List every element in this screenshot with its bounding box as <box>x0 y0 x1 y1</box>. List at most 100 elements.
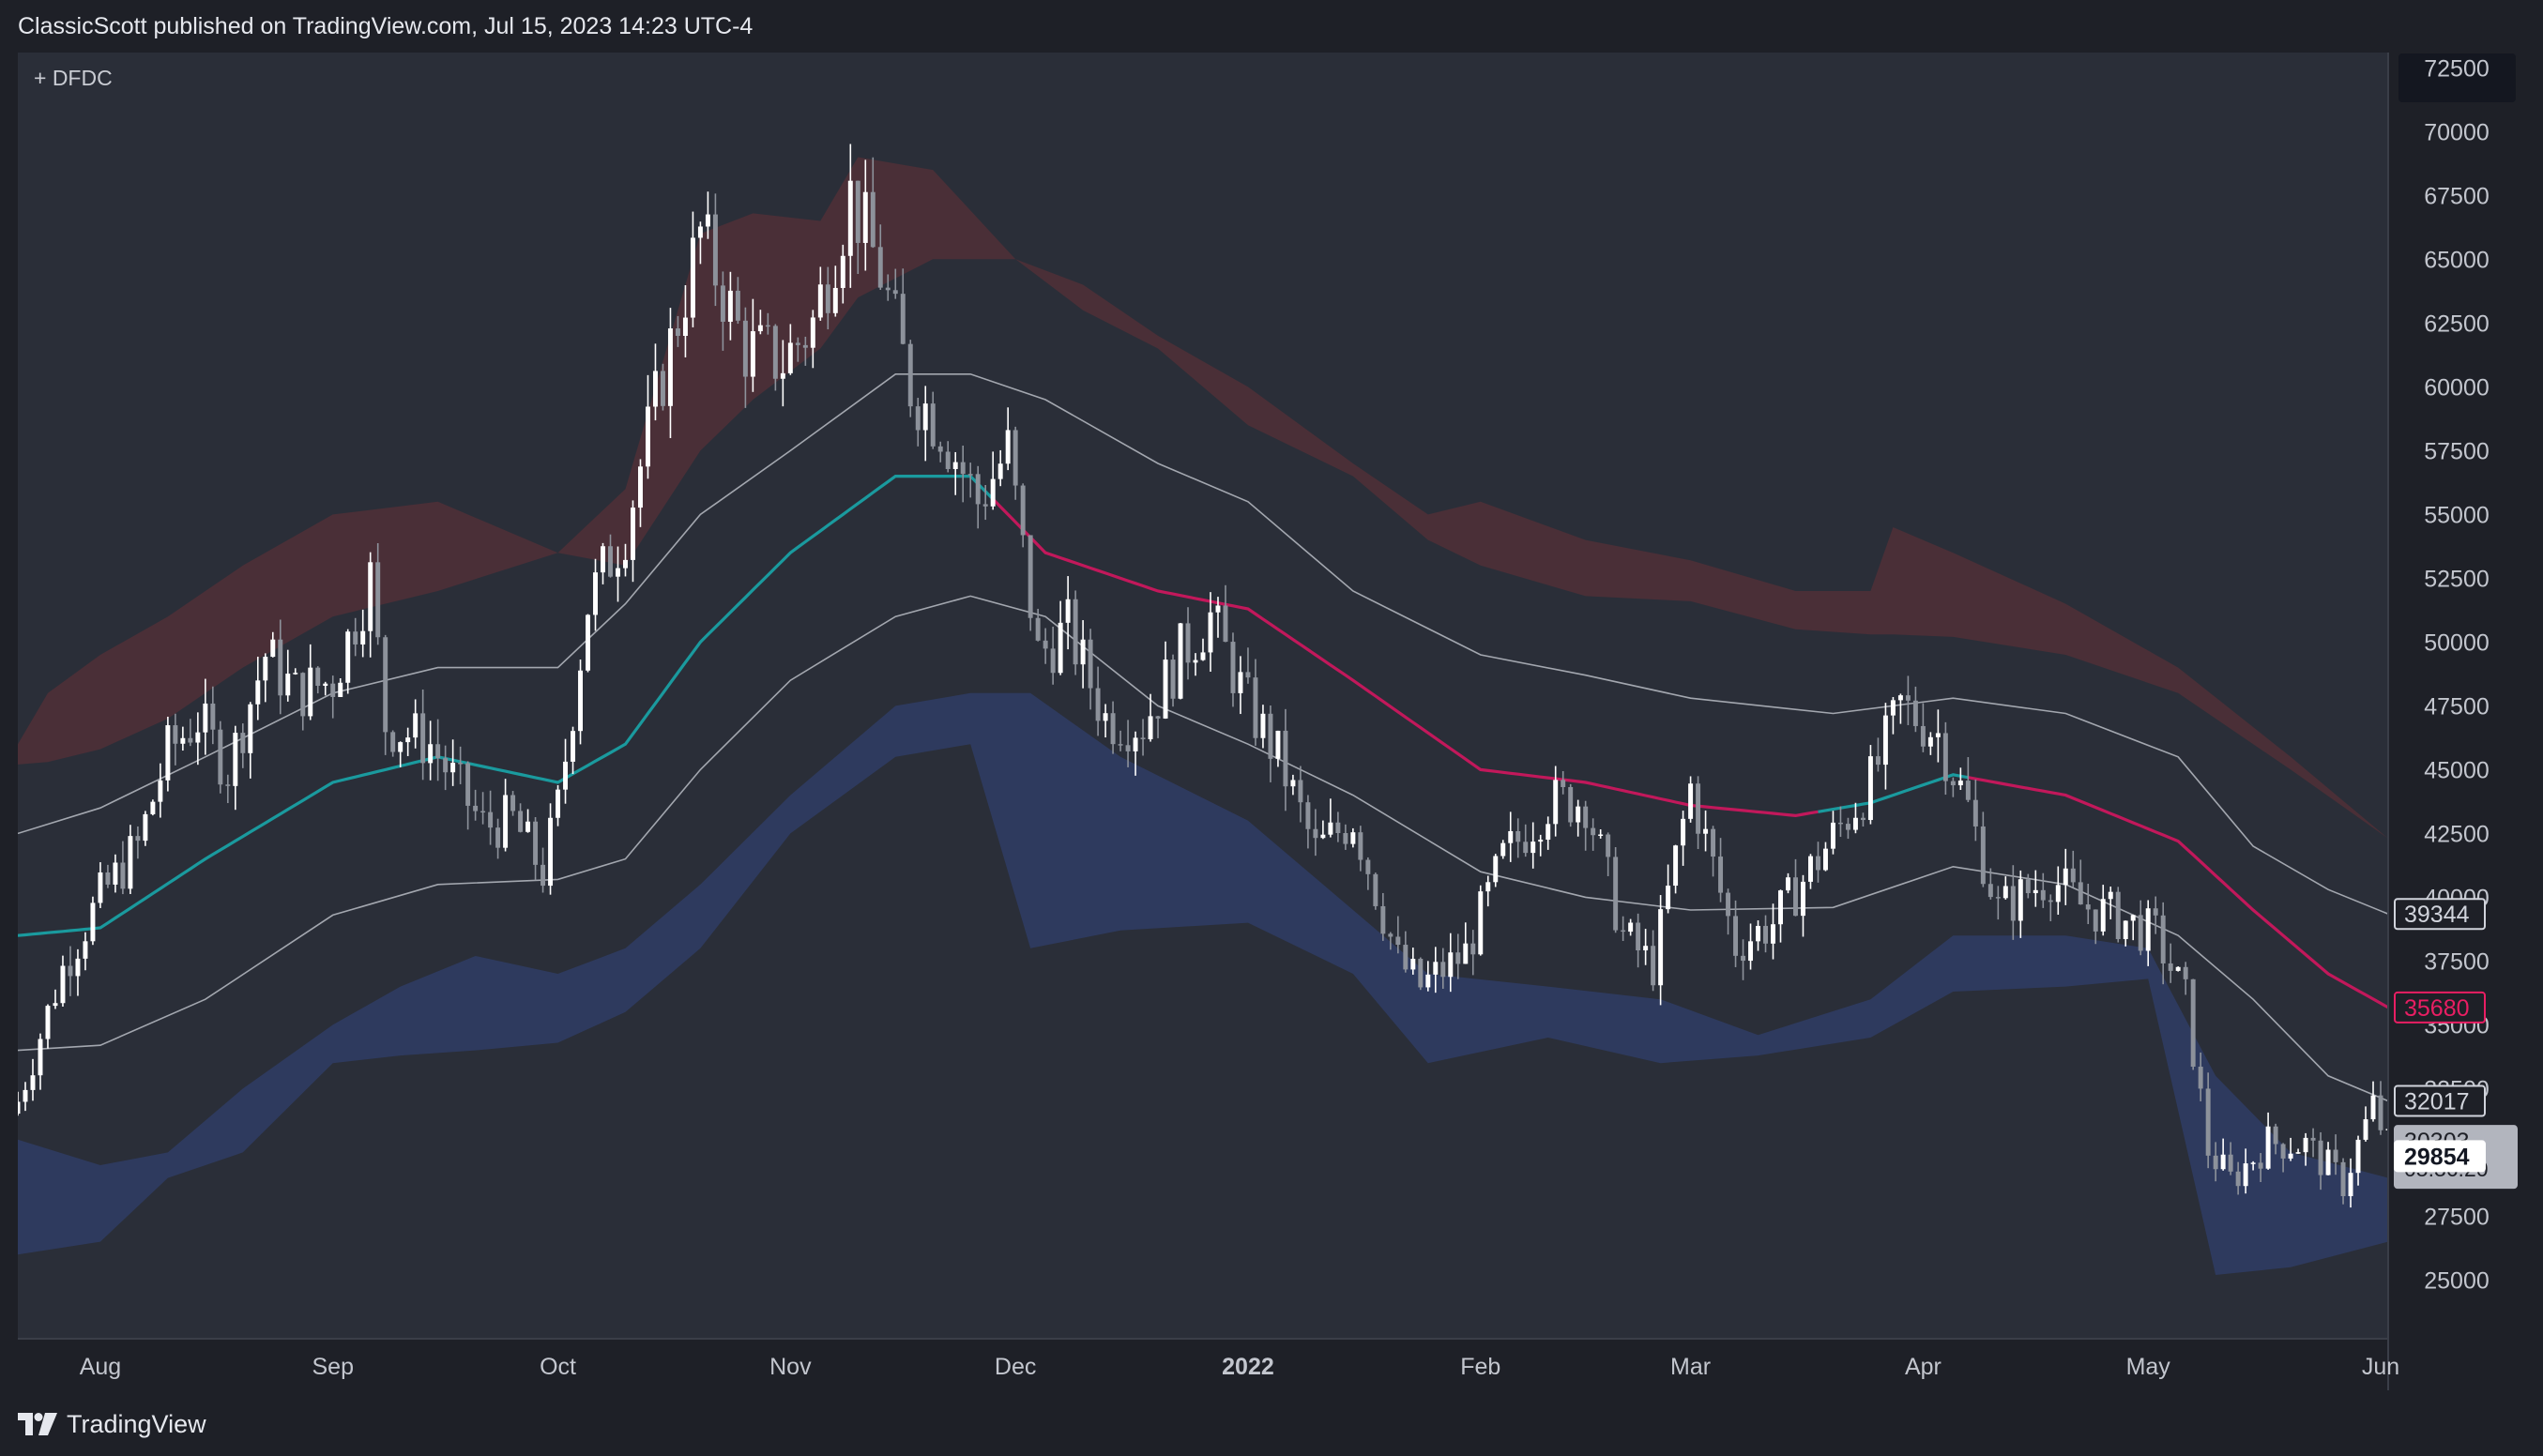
candle-body <box>690 237 695 318</box>
publish-header: ClassicScott published on TradingView.co… <box>18 13 754 39</box>
price-tick-label: 60000 <box>2424 374 2490 401</box>
candle-body <box>960 462 966 475</box>
candle-body <box>105 872 111 885</box>
candle-body <box>975 474 981 505</box>
candle-body <box>1890 700 1896 716</box>
candle-body <box>840 255 845 288</box>
candle-body <box>1035 617 1041 641</box>
time-tick-label: Nov <box>769 1354 812 1380</box>
price-label-box <box>2394 1084 2486 1117</box>
candle-body <box>2333 1149 2338 1162</box>
candle-body <box>1950 781 1956 786</box>
price-tick-label: 55000 <box>2424 502 2490 528</box>
candle-body <box>338 682 343 697</box>
candle-body <box>1373 873 1378 906</box>
candle-body <box>2175 966 2181 971</box>
candle-body <box>1275 730 1281 759</box>
candle-body <box>1606 834 1611 857</box>
candle-body <box>578 670 584 732</box>
time-tick-label: Oct <box>540 1354 576 1380</box>
candle-body <box>1628 922 1634 933</box>
candle-body <box>1283 730 1288 787</box>
candle-body <box>1553 780 1559 825</box>
candle-body <box>2145 908 2151 951</box>
candle-body <box>1478 891 1484 955</box>
candle-body <box>1598 834 1604 836</box>
candle-body <box>787 342 793 373</box>
candle-body <box>1320 834 1326 839</box>
candle-body <box>2288 1153 2293 1159</box>
candle-body <box>2093 909 2098 932</box>
indicator-legend[interactable]: + DFDC <box>34 66 113 90</box>
candle-body <box>2018 879 2023 921</box>
candle-body <box>1290 780 1296 787</box>
time-tick-label: Apr <box>1905 1354 1942 1380</box>
candle-body <box>1927 736 1933 747</box>
upper-envelope-line <box>18 373 2388 915</box>
candle-body <box>1568 786 1574 823</box>
candle-body <box>2048 900 2053 902</box>
candle-body <box>870 191 876 248</box>
candle-body <box>990 478 996 507</box>
candle-body <box>675 328 680 336</box>
candle-body <box>1523 842 1529 854</box>
candle-body <box>278 639 283 696</box>
candle-body <box>556 789 561 818</box>
candle-body <box>2265 1126 2271 1169</box>
candle-body <box>180 737 186 744</box>
candle-body <box>443 758 449 773</box>
candle-body <box>735 290 740 321</box>
candle-body <box>1073 599 1078 665</box>
price-tick-label: 42500 <box>2424 821 2490 847</box>
candle-body <box>1380 905 1386 934</box>
candle-body <box>1718 857 1724 893</box>
candle-body <box>240 733 246 753</box>
candle-body <box>593 572 598 615</box>
candle-body <box>2055 885 2061 902</box>
candle-body <box>2205 1088 2211 1156</box>
candle-body <box>1185 623 1191 663</box>
candle-body <box>1860 817 1865 821</box>
candle-body <box>195 732 201 743</box>
candle-body <box>967 474 973 476</box>
candle-body <box>1493 856 1499 883</box>
time-tick-label: Sep <box>312 1354 353 1380</box>
candle-body <box>218 729 223 785</box>
candle-body <box>173 725 178 744</box>
candle-body <box>23 1089 28 1102</box>
candle-body <box>1771 924 1775 944</box>
candle-body <box>1912 700 1918 726</box>
candle-body <box>825 284 830 313</box>
candle-body <box>2100 899 2106 932</box>
candle-body <box>383 637 388 733</box>
candle-body <box>2220 1154 2226 1170</box>
candle-body <box>645 406 650 467</box>
candle-body <box>1733 916 1739 956</box>
candle-body <box>518 811 524 832</box>
candle-body <box>1455 952 1461 964</box>
candle-body <box>525 821 531 832</box>
candle-body <box>862 191 868 243</box>
price-tick-label: 37500 <box>2424 948 2490 975</box>
candle-body <box>488 811 494 828</box>
candle-body <box>705 214 710 227</box>
candle-body <box>2115 891 2121 940</box>
candle-body <box>1666 886 1671 910</box>
candle-body <box>1830 822 1835 849</box>
candle-body <box>1350 832 1356 844</box>
candle-body <box>772 326 778 379</box>
price-tick-label: 45000 <box>2424 757 2490 783</box>
candle-body <box>1793 877 1798 917</box>
candle-body <box>1882 715 1888 766</box>
candle-body <box>1058 622 1063 674</box>
candle-body <box>930 403 936 447</box>
candle-body <box>38 1039 43 1076</box>
candle-body <box>1110 713 1116 745</box>
candle-body <box>1987 884 1993 898</box>
candle-body <box>2063 868 2068 886</box>
candle-body <box>1005 430 1011 464</box>
candle-body <box>1433 962 1439 975</box>
candle-body <box>1756 925 1761 942</box>
candle-body <box>780 372 785 379</box>
